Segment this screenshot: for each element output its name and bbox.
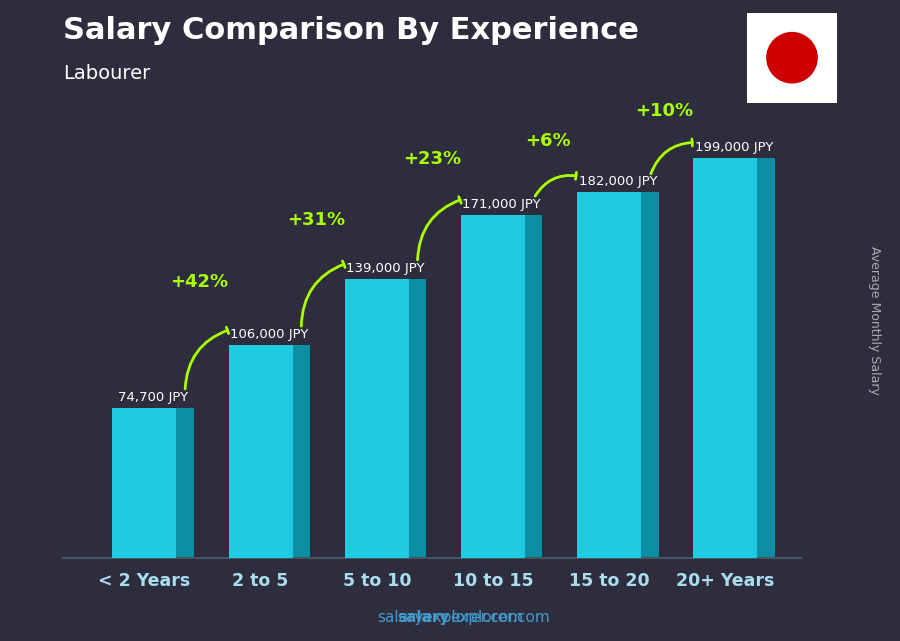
Text: 74,700 JPY: 74,700 JPY xyxy=(118,391,188,404)
Polygon shape xyxy=(641,192,659,558)
Bar xyxy=(694,158,758,558)
Text: +42%: +42% xyxy=(170,273,229,291)
Text: 182,000 JPY: 182,000 JPY xyxy=(579,176,657,188)
FancyBboxPatch shape xyxy=(745,11,839,104)
Text: salaryexplorer.com: salaryexplorer.com xyxy=(377,610,523,625)
Text: +6%: +6% xyxy=(526,132,571,151)
Polygon shape xyxy=(525,215,543,558)
Polygon shape xyxy=(176,408,194,558)
Polygon shape xyxy=(758,158,775,558)
Text: 139,000 JPY: 139,000 JPY xyxy=(346,262,425,275)
Text: 106,000 JPY: 106,000 JPY xyxy=(230,328,309,341)
Text: 199,000 JPY: 199,000 JPY xyxy=(695,142,773,154)
Text: +10%: +10% xyxy=(635,102,694,121)
Text: 171,000 JPY: 171,000 JPY xyxy=(463,197,541,210)
Text: Average Monthly Salary: Average Monthly Salary xyxy=(868,246,881,395)
Text: +31%: +31% xyxy=(287,211,345,229)
Bar xyxy=(229,345,292,558)
Bar xyxy=(112,408,176,558)
Text: Salary Comparison By Experience: Salary Comparison By Experience xyxy=(63,16,639,45)
Text: salary: salary xyxy=(398,610,450,625)
Polygon shape xyxy=(292,345,310,558)
Text: Labourer: Labourer xyxy=(63,64,150,83)
Polygon shape xyxy=(409,279,427,558)
Bar xyxy=(577,192,641,558)
Bar xyxy=(461,215,525,558)
Text: explorer.com: explorer.com xyxy=(450,610,550,625)
Text: +23%: +23% xyxy=(403,151,461,169)
Bar xyxy=(345,279,409,558)
Circle shape xyxy=(767,33,817,83)
